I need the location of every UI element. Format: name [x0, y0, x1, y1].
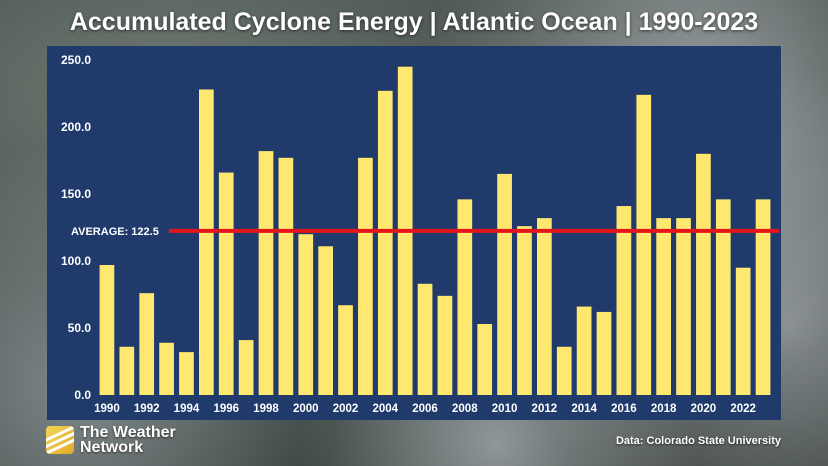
bar-2020 [696, 153, 711, 395]
bar-2004 [377, 90, 393, 395]
bar-1999 [278, 157, 294, 395]
x-tick-label: 2018 [651, 403, 677, 415]
bar-1992 [139, 293, 155, 395]
chart-panel: 0.0 50.0 100.0 150.0 200.0 250.0 1990 1992 1994 1… [47, 46, 781, 420]
bar-2015 [596, 311, 612, 395]
data-source: Data: Colorado State University [615, 435, 781, 447]
bar-2019 [676, 218, 691, 395]
x-tick-label: 2010 [492, 403, 518, 415]
bar-chart: 0.0 50.0 100.0 150.0 200.0 250.0 1990 1992 1994 1… [61, 53, 779, 415]
x-tick-label: 1994 [174, 403, 200, 415]
x-tick-label: 2020 [691, 403, 717, 415]
x-tick-label: 2000 [293, 403, 319, 415]
x-tick-label: 2012 [532, 403, 558, 415]
logo-line1: The Weather [80, 424, 176, 441]
bar-2017 [636, 94, 652, 395]
y-tick-label: 200.0 [61, 120, 91, 134]
bar-2000 [298, 234, 314, 395]
bar-2002 [338, 305, 353, 395]
bar-1990 [99, 265, 115, 395]
bar-2008 [457, 199, 473, 395]
x-tick-label: 2008 [452, 403, 478, 415]
bar-1997 [238, 340, 254, 395]
bar-1995 [198, 89, 214, 396]
bar-1993 [159, 342, 174, 395]
x-tick-label: 2016 [611, 403, 637, 415]
x-tick-label: 1996 [213, 403, 239, 415]
bar-1994 [179, 352, 194, 395]
bar-2013 [556, 346, 572, 395]
y-tick-label: 100.0 [61, 254, 91, 268]
bar-1996 [218, 172, 234, 395]
weather-network-logo-icon [46, 426, 74, 454]
bar-2022 [735, 267, 751, 395]
x-tick-label: 2006 [412, 403, 438, 415]
chart-title: Accumulated Cyclone Energy | Atlantic Oc… [69, 8, 759, 36]
bar-2003 [358, 157, 373, 395]
x-tick-label: 1998 [253, 403, 279, 415]
bar-2009 [477, 323, 493, 395]
average-label: AVERAGE: 122.5 [71, 226, 159, 238]
y-tick-label: 250.0 [61, 53, 91, 67]
bar-2023 [755, 199, 771, 395]
bar-2014 [576, 306, 592, 395]
y-tick-label: 0.0 [74, 388, 91, 402]
bar-2016 [616, 206, 632, 395]
x-tick-label: 2004 [372, 403, 398, 415]
logo-text: The Weather Network [80, 424, 176, 456]
x-tick-label: 2014 [571, 403, 597, 415]
x-tick-label: 2002 [333, 403, 359, 415]
logo-line2: Network [80, 439, 144, 456]
bar-2018 [656, 218, 672, 395]
x-tick-label: 1990 [94, 403, 120, 415]
bar-1991 [119, 346, 135, 395]
bar-2010 [497, 173, 512, 395]
bar-2001 [318, 246, 334, 395]
bar-2011 [517, 226, 532, 395]
bar-2007 [437, 295, 453, 395]
bar-2021 [715, 199, 731, 395]
bar-2006 [417, 283, 433, 395]
bar-1998 [258, 151, 274, 395]
y-tick-label: 50.0 [68, 321, 92, 335]
x-tick-label: 1992 [134, 403, 160, 415]
bar-2012 [536, 218, 552, 395]
x-tick-label: 2022 [730, 403, 756, 415]
brand-logo: The Weather Network [46, 424, 176, 456]
y-tick-label: 150.0 [61, 187, 91, 201]
